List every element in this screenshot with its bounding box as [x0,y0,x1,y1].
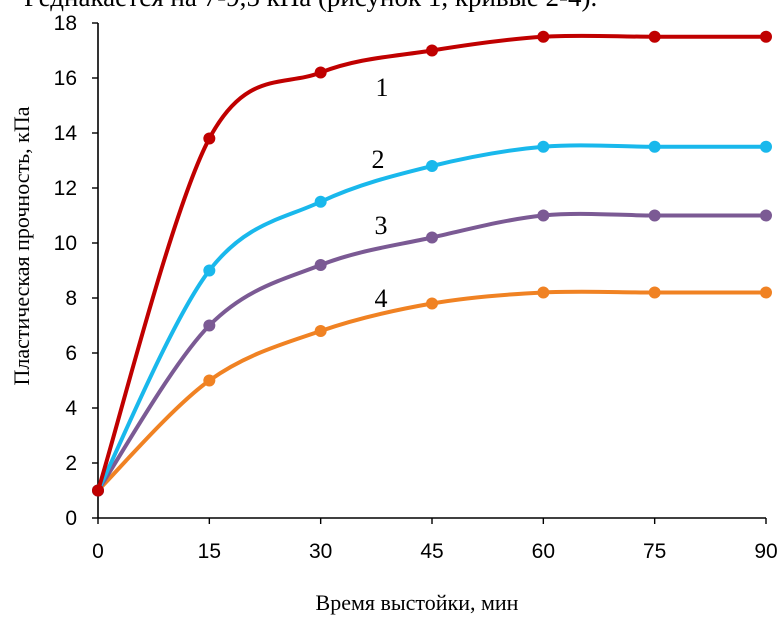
curve-labels: 1 2 3 4 [372,73,389,313]
axes [97,23,766,519]
y-tick-label: 2 [65,452,77,475]
curve-label: 4 [375,284,388,313]
data-point [760,286,772,299]
series-3 [92,209,772,497]
data-point [537,209,550,222]
curve-label: 3 [375,211,388,240]
y-tick-label: 18 [54,12,77,35]
y-tick-label: 12 [54,177,77,200]
data-point [648,286,661,299]
y-axis-title: Пластическая прочность, кПа [9,106,34,385]
data-point [314,195,327,208]
data-point [203,132,216,145]
data-point [648,209,661,222]
curve-label: 2 [372,145,385,174]
x-tick-label: 15 [198,540,221,563]
x-tick-label: 0 [92,540,104,563]
y-tick-label: 10 [54,232,77,255]
series-line [96,143,768,493]
y-tick-label: 0 [65,507,77,530]
data-point [203,374,216,387]
cropped-header-text: Реднакается на 7-9,5 кПа (рисунок 1, кри… [24,0,784,13]
data-point [203,319,216,332]
y-tick-label: 14 [54,122,78,145]
x-tick-label: 30 [309,540,332,563]
data-point [760,30,772,43]
data-point [203,264,216,277]
data-point [537,140,550,153]
data-point [426,160,438,172]
series-layer [92,30,772,497]
series-2 [92,140,772,497]
data-point [537,30,550,43]
data-point [760,209,772,222]
curve-label: 1 [376,73,389,102]
x-axis-title: Время выстойки, мин [316,590,519,615]
y-tick-label: 8 [65,287,77,310]
x-tick-label: 45 [420,540,443,563]
series-line [96,289,768,493]
data-point [760,140,772,153]
series-line [96,33,768,493]
data-point [426,231,438,244]
y-tick-label: 4 [65,397,77,420]
y-tick-label: 6 [65,342,77,365]
data-point [648,30,661,43]
x-tick-label: 75 [643,540,666,563]
data-point [314,325,327,337]
data-point [537,286,550,299]
series-line [96,211,768,493]
data-point [92,484,104,497]
data-point [314,66,327,79]
series-1 [92,30,772,497]
series-4 [92,286,772,497]
x-tick-label: 60 [532,540,555,563]
data-point [314,259,327,271]
data-point [426,297,438,310]
data-point [426,44,438,57]
y-tick-label: 16 [54,67,77,90]
data-point [648,140,661,153]
x-tick-label: 90 [754,540,777,563]
